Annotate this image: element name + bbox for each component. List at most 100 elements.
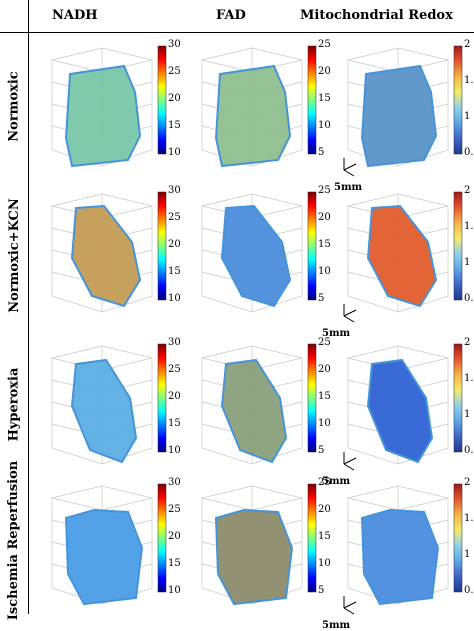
panel-nadh-0 [51,45,167,168]
colorbar-tick-label: 25 [168,66,181,77]
colorbar-tick-label: 15 [318,93,331,104]
colorbar-tick-label: 30 [168,185,181,196]
colorbar-tick-label: 30 [168,477,181,488]
tissue-image [70,358,138,464]
tissue-image [360,508,440,606]
colorbar-tick-label: 25 [318,337,331,348]
colorbar-tick-label: 1 [464,549,471,560]
scale-axes-icon [343,158,357,177]
colorbar-tick-label: 0.5 [464,445,474,456]
colorbar [157,191,167,301]
colorbar-tick-label: 2 [464,477,471,488]
panel-fad-1 [201,191,317,313]
colorbar-tick-label: 2 [464,39,471,50]
scale-label: 5mm [322,328,351,339]
colorbar-tick-label: 20 [168,391,181,402]
colorbar-tick-label: 15 [168,558,181,569]
panel-fad-2 [201,343,317,465]
colorbar-tick-label: 15 [318,239,331,250]
colorbar-tick-label: 20 [168,531,181,542]
colorbar-tick-label: 10 [168,293,181,304]
scale-axes-icon [343,596,357,615]
colorbar-tick-label: 2 [464,185,471,196]
colorbar-tick-label: 1.5 [464,513,474,524]
tissue-image [220,204,292,308]
colorbar-tick-label: 15 [168,266,181,277]
scale-label: 5mm [322,476,351,487]
colorbar [157,483,167,593]
colorbar-tick-label: 25 [168,504,181,515]
colorbar-tick-label: 10 [168,147,181,158]
colorbar-tick-label: 10 [318,418,331,429]
colorbar-tick-label: 1 [464,257,471,268]
row-label-normoxic-kcn: Normoxic+KCN [6,197,22,313]
column-header-mitochondrial-redox: Mitochondrial Redox [300,8,453,23]
colorbar-tick-label: 10 [168,445,181,456]
tissue-image [64,64,142,168]
colorbar-tick-label: 20 [318,504,331,515]
colorbar-tick-label: 20 [168,93,181,104]
colorbar [453,343,463,453]
colorbar-tick-label: 0.5 [464,585,474,596]
colorbar-tick-label: 25 [318,477,331,488]
colorbar-tick-label: 30 [168,39,181,50]
tissue-image [70,204,142,308]
tissue-image [214,64,292,168]
scale-axes-icon [343,452,357,471]
colorbar-tick-label: 15 [168,120,181,131]
colorbar-tick-label: 20 [318,212,331,223]
colorbar-tick-label: 10 [318,266,331,277]
column-divider [28,0,29,614]
colorbar-tick-label: 15 [168,418,181,429]
panel-nadh-3 [51,483,167,606]
colorbar-tick-label: 20 [318,364,331,375]
panel-fad-0 [201,45,317,168]
column-header-nadh: NADH [52,8,98,23]
colorbar [453,191,463,301]
colorbar [453,483,463,593]
panel-redox-1 [347,191,463,313]
header-divider [0,32,474,33]
colorbar-tick-label: 10 [318,120,331,131]
colorbar-tick-label: 20 [318,66,331,77]
colorbar-tick-label: 10 [168,585,181,596]
colorbar-tick-label: 25 [168,212,181,223]
colorbar-tick-label: 25 [318,185,331,196]
colorbar-tick-label: 1 [464,409,471,420]
panel-redox-3 [347,483,463,606]
colorbar-tick-label: 1.5 [464,221,474,232]
colorbar-tick-label: 1.5 [464,75,474,86]
colorbar-tick-label: 5 [318,293,325,304]
colorbar-tick-label: 5 [318,585,325,596]
tissue-image [214,508,294,606]
colorbar-tick-label: 2 [464,337,471,348]
colorbar-tick-label: 30 [168,337,181,348]
colorbar [307,343,317,453]
colorbar-tick-label: 10 [318,558,331,569]
tissue-image [366,358,434,464]
colorbar-tick-label: 0.5 [464,147,474,158]
scale-axes-icon [343,304,357,323]
row-label-normoxic: Normoxic [6,70,22,142]
scale-label: 5mm [322,620,351,631]
tissue-image [366,204,438,308]
colorbar-tick-label: 5 [318,445,325,456]
colorbar-tick-label: 20 [168,239,181,250]
panel-fad-3 [201,483,317,606]
tissue-image [360,64,438,168]
colorbar [307,45,317,155]
panel-nadh-1 [51,191,167,313]
colorbar-tick-label: 15 [318,531,331,542]
panel-nadh-2 [51,343,167,465]
row-label-hyperoxia: Hyperoxia [6,367,22,441]
colorbar-tick-label: 5 [318,147,325,158]
colorbar [157,45,167,155]
panel-redox-2 [347,343,463,465]
colorbar-tick-label: 25 [318,39,331,50]
colorbar-tick-label: 15 [318,391,331,402]
column-header-fad: FAD [216,8,246,23]
colorbar [453,45,463,155]
row-label-ischemia-reperfusion: Ischemia Reperfusion [6,460,22,620]
tissue-image [64,508,144,606]
colorbar-tick-label: 1.5 [464,373,474,384]
